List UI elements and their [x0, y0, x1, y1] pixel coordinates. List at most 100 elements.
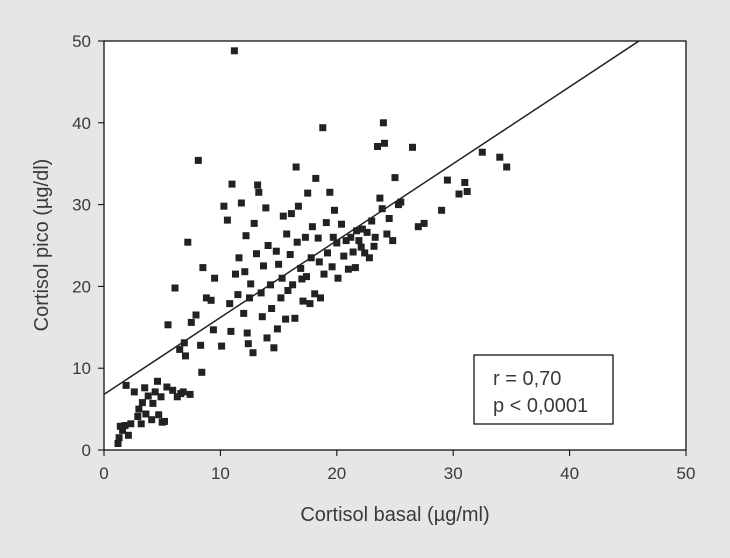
- data-point: [287, 210, 295, 218]
- data-point: [255, 188, 263, 196]
- y-tick-label: 20: [72, 277, 91, 296]
- y-tick-label: 40: [72, 114, 91, 133]
- data-point: [144, 392, 152, 400]
- data-point: [230, 47, 238, 55]
- data-point: [237, 199, 245, 207]
- data-point: [124, 431, 132, 439]
- data-point: [197, 341, 205, 349]
- data-point: [368, 217, 376, 225]
- data-point: [179, 388, 187, 396]
- data-point: [347, 233, 355, 241]
- x-tick-label: 0: [99, 464, 108, 483]
- data-point: [349, 248, 357, 256]
- data-point: [121, 422, 129, 429]
- data-point: [378, 205, 386, 213]
- data-point: [361, 249, 369, 257]
- data-point: [244, 340, 252, 348]
- data-point: [301, 233, 309, 241]
- data-point: [420, 219, 428, 227]
- data-point: [292, 163, 300, 171]
- data-point: [169, 386, 177, 394]
- data-point: [463, 188, 471, 195]
- data-point: [257, 289, 265, 297]
- data-point: [234, 291, 242, 299]
- data-point: [262, 204, 270, 212]
- regression-line: [103, 40, 640, 396]
- data-point: [414, 223, 422, 231]
- stats-r-value: r = 0,70: [493, 368, 561, 390]
- data-point: [134, 413, 142, 420]
- data-point: [308, 223, 316, 231]
- data-point: [326, 188, 334, 196]
- data-point: [273, 325, 281, 333]
- data-point: [268, 305, 276, 312]
- data-point: [264, 242, 272, 249]
- stats-box-frame: [473, 354, 614, 425]
- data-point: [297, 264, 305, 272]
- data-point: [192, 311, 200, 319]
- data-point: [148, 416, 156, 424]
- data-point: [342, 237, 350, 245]
- stats-p-value: p < 0,0001: [493, 395, 588, 417]
- y-tick-label: 50: [72, 32, 91, 51]
- data-point: [355, 237, 363, 245]
- data-point: [241, 268, 249, 276]
- data-point: [171, 284, 179, 292]
- data-point: [211, 274, 219, 282]
- data-point: [322, 219, 330, 227]
- data-point: [149, 399, 157, 407]
- data-point: [232, 270, 239, 278]
- data-point: [496, 153, 504, 161]
- data-point: [260, 262, 267, 270]
- data-point: [194, 156, 202, 164]
- data-point: [315, 258, 323, 266]
- data-point: [303, 273, 310, 281]
- data-point: [443, 176, 451, 184]
- data-point: [164, 321, 172, 329]
- data-point: [455, 190, 463, 198]
- data-point: [228, 180, 236, 188]
- data-point: [182, 352, 189, 360]
- data-point: [391, 174, 399, 182]
- data-point: [151, 388, 159, 396]
- data-point: [304, 189, 312, 197]
- data-point: [478, 148, 486, 156]
- x-tick-label: 40: [560, 464, 579, 483]
- data-point: [294, 202, 302, 210]
- data-point: [199, 264, 207, 272]
- data-point: [180, 339, 188, 347]
- data-point: [385, 215, 393, 222]
- data-point: [272, 247, 280, 255]
- data-point: [283, 230, 291, 238]
- data-point: [282, 315, 290, 323]
- data-point: [202, 294, 210, 302]
- data-point: [311, 290, 319, 298]
- x-tick-label: 20: [327, 464, 346, 483]
- data-point: [155, 411, 163, 419]
- data-point: [176, 345, 184, 353]
- data-point: [371, 233, 379, 241]
- data-point: [319, 124, 327, 132]
- data-points: [114, 47, 511, 447]
- data-point: [334, 274, 342, 282]
- data-point: [278, 274, 286, 282]
- y-tick-label: 0: [82, 441, 91, 460]
- data-point: [198, 368, 206, 376]
- data-point: [358, 225, 366, 233]
- data-point: [242, 232, 250, 240]
- data-point: [299, 297, 307, 305]
- data-point: [263, 334, 271, 342]
- data-point: [397, 198, 405, 206]
- data-point: [284, 287, 292, 294]
- data-point: [209, 326, 217, 334]
- data-point: [138, 399, 146, 407]
- data-point: [320, 270, 328, 278]
- x-tick-label: 50: [677, 464, 696, 483]
- data-point: [137, 420, 145, 428]
- data-point: [324, 249, 331, 257]
- data-point: [286, 251, 294, 258]
- data-point: [291, 314, 299, 322]
- data-point: [226, 300, 234, 308]
- data-point: [220, 202, 228, 210]
- data-point: [141, 384, 149, 392]
